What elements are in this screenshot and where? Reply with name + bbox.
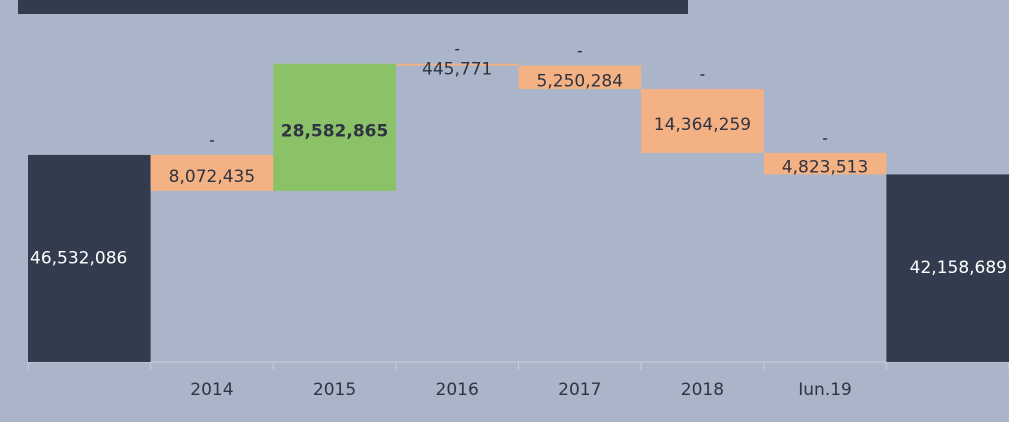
x-tick-label: 2017 [558,380,601,400]
data-label: 42,158,689 [910,258,1007,278]
x-tick-label: Iun.19 [798,380,852,400]
x-tick-label: 2016 [436,380,479,400]
x-tick-label: 2014 [190,380,233,400]
title-bar [18,0,688,14]
bar [28,154,151,362]
x-tick-label: 2018 [681,380,724,400]
bar [395,63,519,66]
x-tick-label: 2015 [313,380,356,400]
bar [641,89,764,153]
data-label: 445,771 [422,60,492,80]
data-label: 4,823,513 [782,158,869,178]
data-label: 5,250,284 [537,71,624,91]
data-label: 8,072,435 [169,167,256,187]
data-label: 28,582,865 [281,121,389,141]
bar [273,63,396,191]
bar [150,154,274,191]
bar [518,65,642,90]
data-label: 46,532,086 [30,248,127,268]
data-label: 14,364,259 [654,115,751,135]
bar [886,174,1009,362]
bar [763,152,887,175]
